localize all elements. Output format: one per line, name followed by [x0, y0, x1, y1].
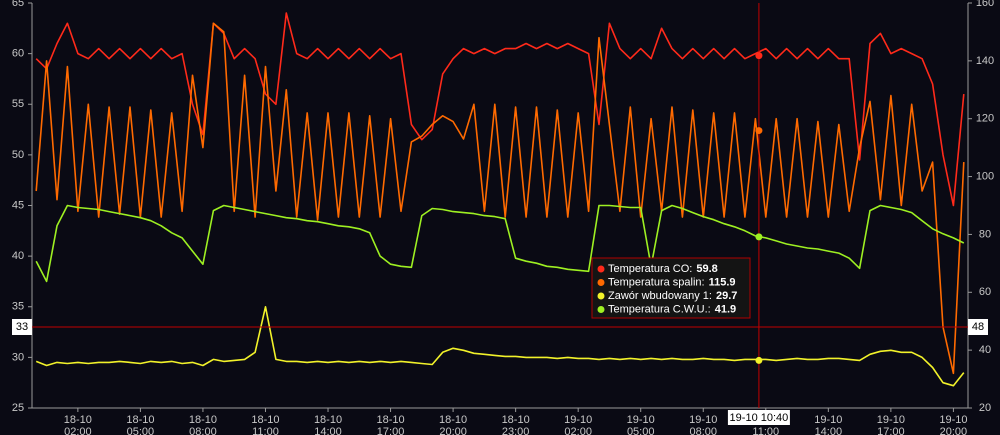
x-tick-label: 18-10 08:00	[189, 414, 217, 435]
y-tick-label: 65	[12, 0, 24, 9]
series-line	[35, 204, 965, 283]
tooltip-item: Zawór wbudowany 1: 29.7	[608, 290, 737, 302]
x-tick-label-line: 17:00	[877, 426, 905, 435]
x-tick-label: 18-10 02:00	[64, 414, 92, 435]
x-tick-label: 18-10 20:00	[439, 414, 467, 435]
y-tick-label: 50	[12, 149, 24, 161]
x-tick-label: 18-10 23:00	[502, 414, 530, 435]
y-tick-label: 55	[12, 98, 24, 110]
x-tick-label-line: 19-10	[689, 414, 717, 426]
x-tick-label-line: 23:00	[502, 426, 530, 435]
x-tick-label-line: 11:00	[752, 426, 779, 435]
x-tick-label-line: 18-10	[376, 414, 404, 426]
x-tick-label-line: 08:00	[689, 426, 717, 435]
y-tick-label: 30	[12, 351, 24, 363]
tooltip-item: Temperatura spalin: 115.9	[608, 276, 736, 288]
tooltip-item: Temperatura CO: 59.8	[608, 263, 718, 275]
tooltip-value: 115.9	[709, 276, 736, 288]
x-tick-label-line: 08:00	[189, 426, 217, 435]
x-tick-label: 18-10 11:00	[251, 414, 279, 435]
x-tick-label: 18-10 17:00	[376, 414, 404, 435]
x-tick-label-line: 18-10	[502, 414, 530, 426]
x-tick-label: 18-10 05:00	[126, 414, 154, 435]
crosshair-x-label-box	[727, 410, 790, 425]
x-tick-label-line: 19-10	[814, 414, 842, 426]
x-tick-label: 18-10 14:00	[314, 414, 342, 435]
crosshair-y2-label-box	[968, 319, 988, 335]
y2-tick-label: 140	[976, 55, 994, 67]
crosshair-y-label: 33	[16, 321, 28, 333]
x-tick-label: 19-10 14:00	[814, 414, 842, 435]
y2-tick-label: 20	[979, 402, 991, 414]
y2-tick-label: 100	[976, 170, 994, 182]
x-tick-label-line: 20:00	[940, 426, 968, 435]
tooltip-swatch	[597, 306, 605, 313]
tooltip-swatch	[597, 292, 605, 300]
tooltip-label: Zawór wbudowany 1:	[608, 290, 712, 302]
x-tick-label-line: 18-10	[126, 414, 154, 426]
x-tick-label-line: 14:00	[314, 426, 342, 435]
tooltip-swatch	[597, 265, 605, 273]
x-tick-label-line: 20:00	[439, 426, 467, 435]
x-tick-label-line: 19-10	[564, 414, 592, 426]
tooltip-value: 29.7	[716, 290, 737, 302]
tooltip-value: 59.8	[696, 263, 717, 275]
crosshair-dot	[755, 356, 763, 364]
tooltip-box	[591, 257, 751, 319]
tooltip-label: Temperatura spalin:	[608, 276, 705, 288]
tooltip-item: Temperatura C.W.U.: 41.9	[608, 303, 736, 315]
series-line	[35, 22, 965, 375]
x-tick-label-line: 18-10	[64, 414, 92, 426]
y2-tick-label: 80	[979, 228, 991, 240]
x-tick-label-line: 11:00	[252, 426, 279, 435]
x-tick-label-line: 19-10	[939, 414, 967, 426]
x-tick-label-line: 05:00	[627, 426, 655, 435]
crosshair-dot	[755, 52, 763, 60]
crosshair-y2-label: 48	[972, 321, 984, 333]
x-tick-label-line: 18-10	[439, 414, 467, 426]
tooltip-label: Temperatura C.W.U.:	[608, 303, 711, 315]
x-tick-label-line: 05:00	[127, 426, 155, 435]
tooltip-value: 41.9	[715, 303, 736, 315]
x-tick-label: 19-10 02:00	[564, 414, 592, 435]
y2-tick-label: 40	[979, 344, 991, 356]
crosshair-x-label: 19-10 10:40	[730, 412, 789, 424]
y-tick-label: 45	[12, 199, 24, 211]
y2-tick-label: 60	[979, 286, 991, 298]
x-tick-label: 19-10 05:00	[627, 414, 655, 435]
x-tick-label-line: 19-10	[877, 414, 905, 426]
y-tick-label: 60	[12, 48, 24, 60]
x-tick-label-line: 18-10	[251, 414, 279, 426]
x-tick-label-line: 19-10	[627, 414, 655, 426]
x-tick-label-line: 18-10	[189, 414, 217, 426]
y2-tick-label: 120	[976, 113, 994, 125]
y-tick-label: 35	[12, 301, 24, 313]
crosshair-y-label-box	[12, 319, 32, 335]
y-tick-label: 25	[12, 402, 24, 414]
x-tick-label-line: 18-10	[314, 414, 342, 426]
series-line	[35, 306, 965, 387]
y2-tick-label: 160	[976, 0, 994, 9]
x-tick-label-line: 02:00	[564, 426, 592, 435]
x-tick-label: 19-10 17:00	[877, 414, 905, 435]
crosshair-dot	[755, 233, 763, 241]
tooltip-swatch	[597, 279, 605, 286]
y-tick-label: 40	[12, 250, 24, 262]
crosshair-dot	[755, 127, 763, 135]
x-tick-label: 19-10 08:00	[689, 414, 717, 435]
x-tick-label-line: 17:00	[377, 426, 405, 435]
x-tick-label-line: 02:00	[64, 426, 92, 435]
x-tick-label: 19-10 20:00	[939, 414, 967, 435]
tooltip-label: Temperatura CO:	[608, 263, 692, 275]
x-tick-label-line: 14:00	[815, 426, 843, 435]
